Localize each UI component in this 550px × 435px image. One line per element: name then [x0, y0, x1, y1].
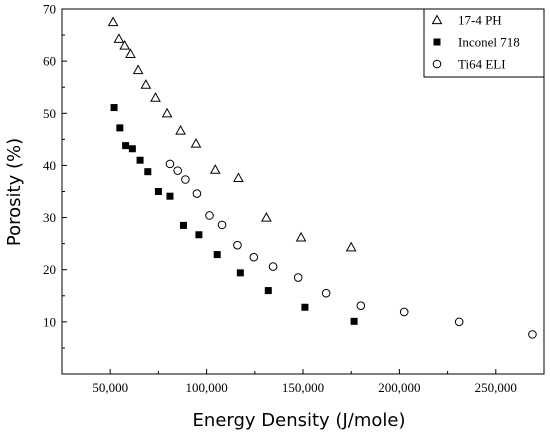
data-point — [154, 188, 162, 195]
x-tick-label: 250,000 — [475, 380, 517, 395]
x-tick-label: 50,000 — [92, 380, 128, 395]
x-tick-label: 100,000 — [185, 380, 227, 395]
y-tick-label: 70 — [43, 2, 56, 17]
series-2 — [165, 159, 537, 339]
y-tick-label: 60 — [43, 54, 56, 69]
data-point — [166, 192, 174, 200]
data-point — [119, 39, 131, 50]
data-point — [125, 48, 136, 58]
data-point — [136, 156, 144, 164]
data-points — [107, 16, 537, 339]
y-axis: 10 20 30 40 50 60 70 — [43, 2, 67, 349]
legend-label: 17-4 PH — [458, 13, 502, 28]
data-point — [195, 231, 203, 239]
data-point — [345, 241, 357, 252]
data-point — [179, 221, 187, 229]
legend-marker — [432, 59, 442, 69]
data-point — [236, 269, 244, 277]
data-point — [132, 64, 144, 75]
legend-label: Ti64 ELI — [458, 57, 506, 72]
data-point — [175, 124, 186, 135]
data-point — [209, 164, 221, 174]
data-point — [150, 92, 161, 102]
data-point — [192, 189, 202, 198]
data-point — [128, 145, 136, 153]
data-point — [301, 303, 309, 311]
data-point — [116, 124, 124, 132]
x-tick-label: 150,000 — [282, 380, 324, 395]
y-tick-label: 20 — [43, 262, 56, 277]
data-point — [295, 231, 307, 242]
data-point — [144, 168, 152, 176]
legend: 17-4 PH Inconel 718 Ti64 ELI — [423, 8, 545, 78]
data-point — [217, 220, 227, 230]
data-point — [350, 317, 358, 325]
data-point — [268, 262, 278, 271]
data-point — [190, 137, 202, 148]
data-point — [249, 252, 259, 262]
data-point — [233, 172, 244, 183]
y-tick-label: 10 — [43, 314, 56, 329]
legend-marker — [433, 38, 441, 46]
series-0 — [107, 16, 357, 252]
data-point — [161, 107, 173, 118]
data-point — [110, 104, 118, 112]
data-point — [107, 16, 119, 27]
legend-label: Inconel 718 — [458, 35, 520, 50]
series-1 — [110, 104, 358, 325]
y-tick-label: 50 — [43, 106, 56, 121]
data-point — [399, 307, 409, 317]
data-point — [233, 240, 242, 250]
data-point — [213, 251, 221, 259]
y-tick-label: 30 — [43, 210, 56, 225]
data-point — [264, 287, 272, 295]
data-point — [293, 273, 303, 282]
legend-box — [423, 8, 545, 78]
data-point — [140, 79, 152, 89]
x-axis-title: Energy Density (J/mole) — [193, 410, 406, 431]
data-point — [165, 159, 175, 169]
data-point — [205, 211, 214, 220]
y-axis-title: Porosity (%) — [4, 138, 25, 246]
data-point — [454, 317, 464, 327]
data-point — [528, 330, 537, 339]
data-point — [321, 288, 331, 298]
data-point — [356, 301, 366, 310]
data-point — [122, 142, 130, 150]
data-point — [181, 175, 190, 184]
data-point — [113, 33, 125, 43]
x-tick-label: 200,000 — [378, 380, 420, 395]
y-tick-label: 40 — [43, 158, 56, 173]
data-point — [261, 212, 272, 222]
x-axis: 50,000 100,000 150,000 200,000 250,000 — [92, 369, 517, 395]
legend-marker — [431, 14, 443, 25]
data-point — [173, 166, 182, 175]
